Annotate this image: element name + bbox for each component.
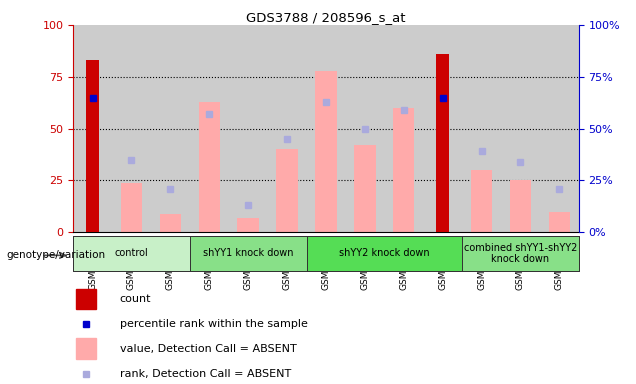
Text: percentile rank within the sample: percentile rank within the sample <box>120 319 307 329</box>
Bar <box>229 25 268 232</box>
Bar <box>121 182 142 232</box>
Title: GDS3788 / 208596_s_at: GDS3788 / 208596_s_at <box>246 11 406 24</box>
Text: control: control <box>114 248 148 258</box>
Bar <box>307 236 462 271</box>
Bar <box>462 25 501 232</box>
Bar <box>151 25 190 232</box>
Bar <box>268 25 307 232</box>
Bar <box>198 102 220 232</box>
Bar <box>501 25 540 232</box>
Bar <box>112 25 151 232</box>
Bar <box>237 218 259 232</box>
Bar <box>393 108 415 232</box>
Bar <box>190 25 229 232</box>
Bar <box>345 25 384 232</box>
Bar <box>462 236 579 271</box>
Bar <box>73 236 190 271</box>
Bar <box>423 25 462 232</box>
Bar <box>86 60 99 232</box>
Bar <box>549 212 570 232</box>
Text: genotype/variation: genotype/variation <box>6 250 106 260</box>
Bar <box>76 289 96 310</box>
Bar <box>509 180 531 232</box>
Bar <box>436 54 450 232</box>
Bar <box>160 214 181 232</box>
Bar <box>307 25 345 232</box>
Text: rank, Detection Call = ABSENT: rank, Detection Call = ABSENT <box>120 369 291 379</box>
Text: combined shYY1-shYY2
knock down: combined shYY1-shYY2 knock down <box>464 243 577 264</box>
Text: shYY2 knock down: shYY2 knock down <box>339 248 429 258</box>
Bar <box>354 145 375 232</box>
Bar <box>315 71 336 232</box>
Bar <box>471 170 492 232</box>
Bar <box>277 149 298 232</box>
Text: shYY1 knock down: shYY1 knock down <box>203 248 293 258</box>
Text: value, Detection Call = ABSENT: value, Detection Call = ABSENT <box>120 344 296 354</box>
Text: count: count <box>120 294 151 304</box>
Bar <box>73 25 112 232</box>
Bar <box>540 25 579 232</box>
Bar <box>384 25 423 232</box>
Bar <box>190 236 307 271</box>
Bar <box>76 338 96 359</box>
